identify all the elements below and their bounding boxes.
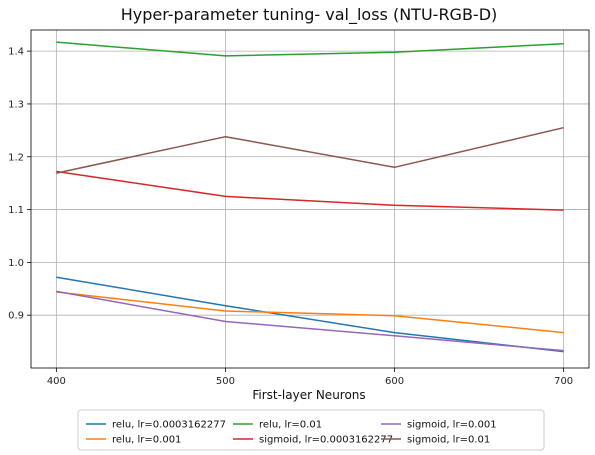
legend: relu, lr=0.0003162277 relu, lr=0.001 relu,… (77, 409, 545, 451)
series-line (56, 290, 564, 352)
y-tick-label: 1.2 (8, 152, 24, 163)
legend-entry-label: relu, lr=0.001 (112, 435, 181, 446)
x-tick-label: 600 (385, 376, 404, 387)
y-tick-label: 1.3 (8, 99, 24, 110)
series-line (56, 291, 564, 334)
grid-lines (31, 30, 589, 368)
legend-entry-label: sigmoid, lr=0.001 (407, 420, 497, 431)
y-tick-label: 1.1 (8, 205, 24, 216)
legend-box (77, 409, 545, 451)
series-line (56, 170, 564, 211)
series-line (56, 276, 564, 353)
x-tick-label: 500 (216, 376, 235, 387)
x-axis-label: First-layer Neurons (252, 388, 365, 402)
series-line (56, 126, 564, 174)
legend-entry-label: sigmoid, lr=0.0003162277 (259, 435, 393, 446)
y-axis-ticks: 0.9 1.0 1.1 1.2 1.3 1.4 (8, 47, 31, 322)
series-line (56, 41, 564, 57)
series-lines (56, 41, 564, 353)
legend-entry-label: relu, lr=0.01 (259, 420, 322, 431)
legend-entry-label: sigmoid, lr=0.01 (407, 435, 490, 446)
y-tick-label: 1.4 (8, 47, 24, 58)
y-tick-label: 0.9 (8, 311, 24, 322)
x-tick-label: 400 (47, 376, 66, 387)
x-tick-label: 700 (554, 376, 573, 387)
chart-title: Hyper-parameter tuning- val_loss (NTU-RG… (121, 5, 498, 25)
legend-entry-label: relu, lr=0.0003162277 (112, 420, 226, 431)
plot-frame (30, 29, 590, 369)
y-tick-label: 1.0 (8, 258, 24, 269)
x-axis-ticks: 400 500 600 700 (47, 368, 573, 387)
